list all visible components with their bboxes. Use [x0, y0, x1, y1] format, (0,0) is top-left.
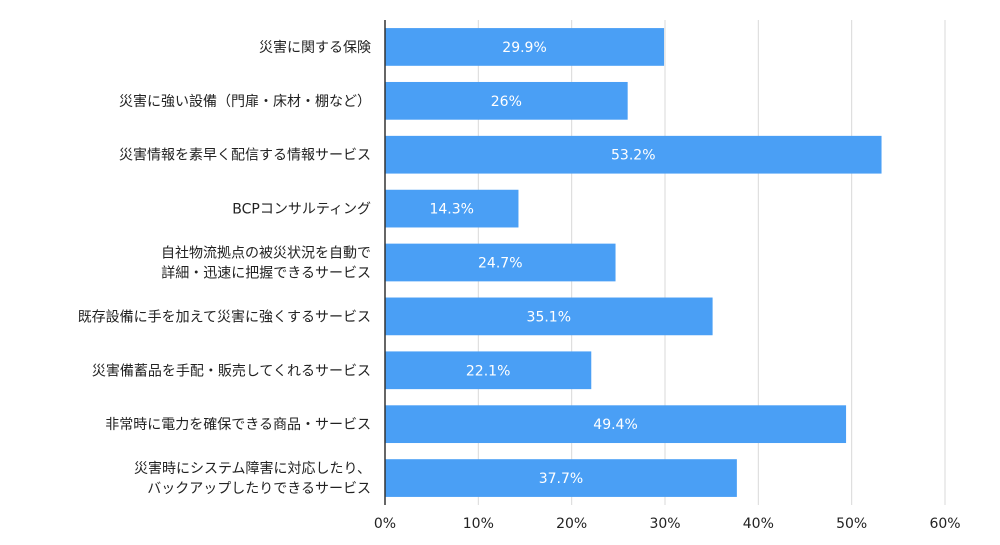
data-label: 29.9% — [502, 40, 546, 56]
data-label: 24.7% — [478, 256, 522, 272]
x-tick-label: 0% — [374, 516, 396, 532]
x-axis-tick-labels: 0% 10% 20% 30% 40% 50% 60% — [374, 516, 961, 532]
data-label: 49.4% — [593, 417, 637, 433]
category-label: 災害備蓄品を手配・販売してくれるサービス — [92, 363, 371, 379]
bar — [385, 351, 592, 390]
data-label: 22.1% — [466, 363, 510, 379]
category-label: 災害に強い設備（門扉・床材・棚など） — [119, 94, 371, 110]
category-label: 非常時に電力を確保できる商品・サービス — [105, 417, 371, 433]
data-label: 35.1% — [527, 309, 571, 325]
x-tick-label: 50% — [836, 516, 867, 532]
data-label: 14.3% — [429, 202, 473, 218]
category-label: 自社物流拠点の被災状況を自動で — [161, 246, 371, 262]
category-label: BCPコンサルティング — [232, 202, 371, 218]
bar — [385, 189, 519, 228]
category-label: バックアップしたりできるサービス — [147, 481, 371, 497]
data-label: 37.7% — [539, 471, 583, 487]
category-label: 災害に関する保険 — [259, 40, 371, 56]
bar — [385, 459, 737, 497]
bars: 29.9% 26% 53.2% 14.3% 24.7% 35.1% 22.1% 49.4% 37… — [385, 28, 882, 497]
bar — [385, 81, 628, 120]
category-label: 既存設備に手を加えて災害に強くするサービス — [78, 309, 371, 325]
x-tick-label: 60% — [929, 516, 960, 532]
category-label: 災害情報を素早く配信する情報サービス — [119, 148, 371, 164]
x-tick-label: 20% — [556, 516, 587, 532]
category-label: 災害時にシステム障害に対応したり、 — [134, 461, 371, 477]
data-label: 53.2% — [611, 148, 655, 164]
x-tick-label: 10% — [463, 516, 494, 532]
bar — [385, 243, 616, 282]
x-tick-label: 30% — [649, 516, 680, 532]
bar — [385, 135, 882, 174]
bar — [385, 28, 665, 66]
bar — [385, 297, 713, 336]
x-tick-label: 40% — [743, 516, 774, 532]
category-label: 詳細・迅速に把握できるサービス — [161, 266, 371, 282]
bar — [385, 405, 847, 444]
data-label: 26% — [491, 94, 522, 110]
